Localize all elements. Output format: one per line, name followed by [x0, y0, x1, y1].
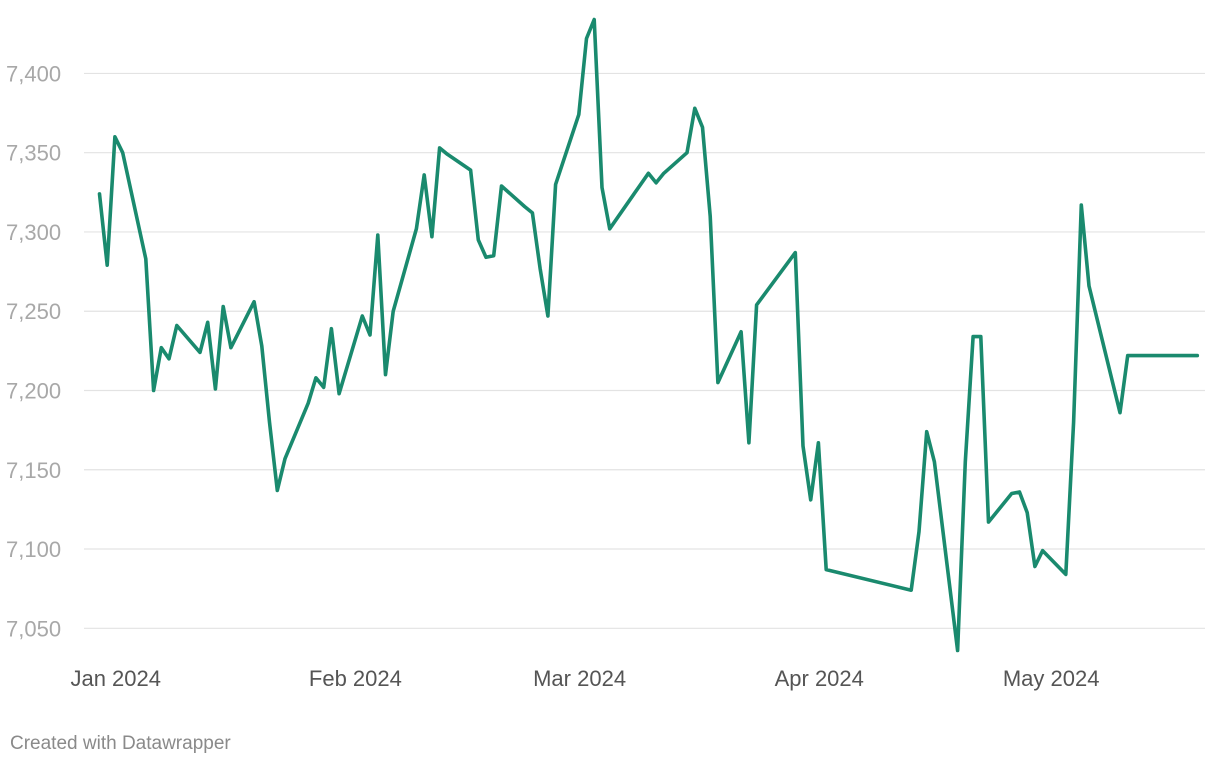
y-tick-label: 7,150	[6, 458, 61, 483]
y-tick-label: 7,350	[6, 141, 61, 166]
y-axis-ticks: 7,050 7,100 7,150 7,200 7,250 7,300 7,350 7,400	[6, 61, 61, 641]
footer-credit: Created with Datawrapper	[10, 733, 231, 754]
y-tick-label: 7,250	[6, 299, 61, 324]
y-tick-label: 7,200	[6, 378, 61, 403]
y-tick-label: 7,300	[6, 220, 61, 245]
series-line	[97, 17, 1200, 653]
x-tick-label: Mar 2024	[533, 666, 626, 691]
x-tick-label: Feb 2024	[309, 666, 402, 691]
x-tick-label: Apr 2024	[775, 666, 864, 691]
series-layer	[97, 17, 1200, 653]
y-tick-label: 7,100	[6, 537, 61, 562]
x-tick-label: Jan 2024	[70, 666, 161, 691]
y-tick-label: 7,050	[6, 616, 61, 641]
x-axis-ticks: Jan 2024 Feb 2024 Mar 2024 Apr 2024 May 2024	[70, 666, 1099, 691]
gridlines	[84, 72, 1205, 629]
y-tick-label: 7,400	[6, 61, 61, 86]
x-tick-label: May 2024	[1003, 666, 1100, 691]
